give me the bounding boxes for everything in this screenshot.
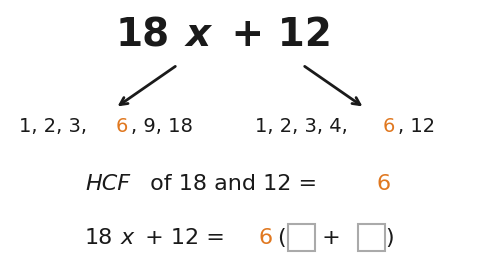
Text: HCF: HCF bbox=[85, 174, 130, 194]
Text: + 12: + 12 bbox=[217, 16, 332, 54]
Bar bbox=[288, 224, 315, 251]
Text: + 12 =: + 12 = bbox=[137, 228, 231, 248]
Text: 6: 6 bbox=[259, 228, 273, 248]
Text: 6: 6 bbox=[377, 174, 391, 194]
Text: x: x bbox=[120, 228, 134, 248]
Text: 1, 2, 3, 4,: 1, 2, 3, 4, bbox=[254, 117, 354, 136]
Text: x: x bbox=[185, 16, 210, 54]
Text: of 18 and 12 =: of 18 and 12 = bbox=[143, 174, 324, 194]
Text: 1, 2, 3,: 1, 2, 3, bbox=[19, 117, 94, 136]
Text: (: ( bbox=[277, 228, 286, 248]
Text: ): ) bbox=[385, 228, 394, 248]
Text: 18: 18 bbox=[115, 16, 169, 54]
Text: 6: 6 bbox=[115, 117, 128, 136]
Text: 6: 6 bbox=[383, 117, 395, 136]
Bar bbox=[358, 224, 385, 251]
Text: , 12: , 12 bbox=[398, 117, 435, 136]
Text: 18: 18 bbox=[84, 228, 112, 248]
Text: , 9, 18: , 9, 18 bbox=[131, 117, 193, 136]
Text: +: + bbox=[315, 228, 348, 248]
